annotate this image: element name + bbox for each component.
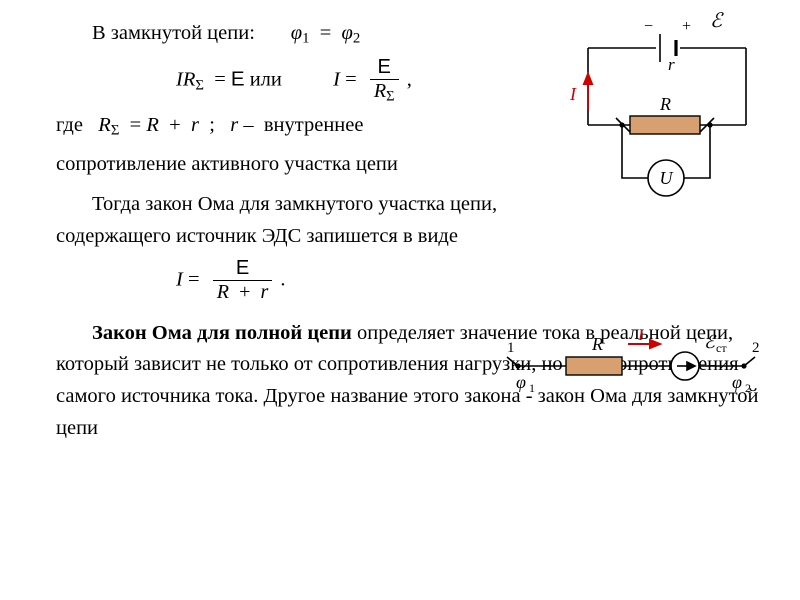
phi1: φ [291,22,302,44]
svg-text:I: I [569,84,577,104]
svg-text:ст: ст [716,341,727,355]
i: I [333,68,340,90]
semi: ; [209,114,215,136]
svg-text:r: r [668,55,675,74]
phi2: φ [342,22,353,44]
p3: Тогда закон Ома для замкнутого участка ц… [56,193,497,247]
frac-1: E RΣ [370,57,399,105]
dpl: + [239,281,250,303]
svg-text:1: 1 [507,340,515,356]
svg-text:I: I [637,330,645,344]
eq-main: I = E R + r . [176,258,760,303]
svg-text:U: U [660,168,674,188]
or: или [250,68,282,90]
svg-text:1: 1 [529,381,535,395]
pl: + [169,114,181,136]
t: В замкнутой цепи: [92,22,255,44]
e1: E [231,67,245,90]
svg-text:−: − [644,18,653,35]
den: R [374,80,386,102]
svg-text:2: 2 [752,340,760,356]
svg-text:2: 2 [745,381,751,395]
rs-s: Σ [111,123,120,139]
w: где [56,114,83,136]
inline-schematic: R I ℰ ст 1 2 φ 1 φ 2 [504,330,764,400]
dR: R [217,281,229,303]
s1: 1 [302,31,309,47]
circuit-diagram: − + ℰ r I R [560,10,770,215]
svg-text:R: R [659,94,671,114]
r2: r [191,114,199,136]
svg-text:R: R [591,334,603,354]
p4a: Закон Ома для полной цепи [92,322,352,344]
i2: I [176,269,183,291]
eq: = [320,22,332,44]
sig: Σ [195,77,204,93]
R2: R [146,114,159,136]
p2: сопротивление активного участка цепи [56,153,398,175]
dot: . [280,269,285,291]
page: − + ℰ r I R [0,0,800,600]
c: , [407,68,412,90]
num: E [370,57,399,79]
svg-text:φ: φ [516,372,526,392]
s2: 2 [353,31,360,47]
frac-2: E R + r [213,258,273,303]
ir: IR [176,68,195,90]
rd: r – [230,114,253,136]
svg-text:φ: φ [732,372,742,392]
svg-text:ℰ: ℰ [710,10,724,32]
para-3: Тогда закон Ома для замкнутого участка ц… [56,189,596,253]
dr: r [260,281,268,303]
svg-text:+: + [682,18,691,35]
rs: R [98,114,111,136]
den-s: Σ [386,88,394,104]
num2: E [213,258,273,280]
inn: внутреннее [264,114,364,136]
